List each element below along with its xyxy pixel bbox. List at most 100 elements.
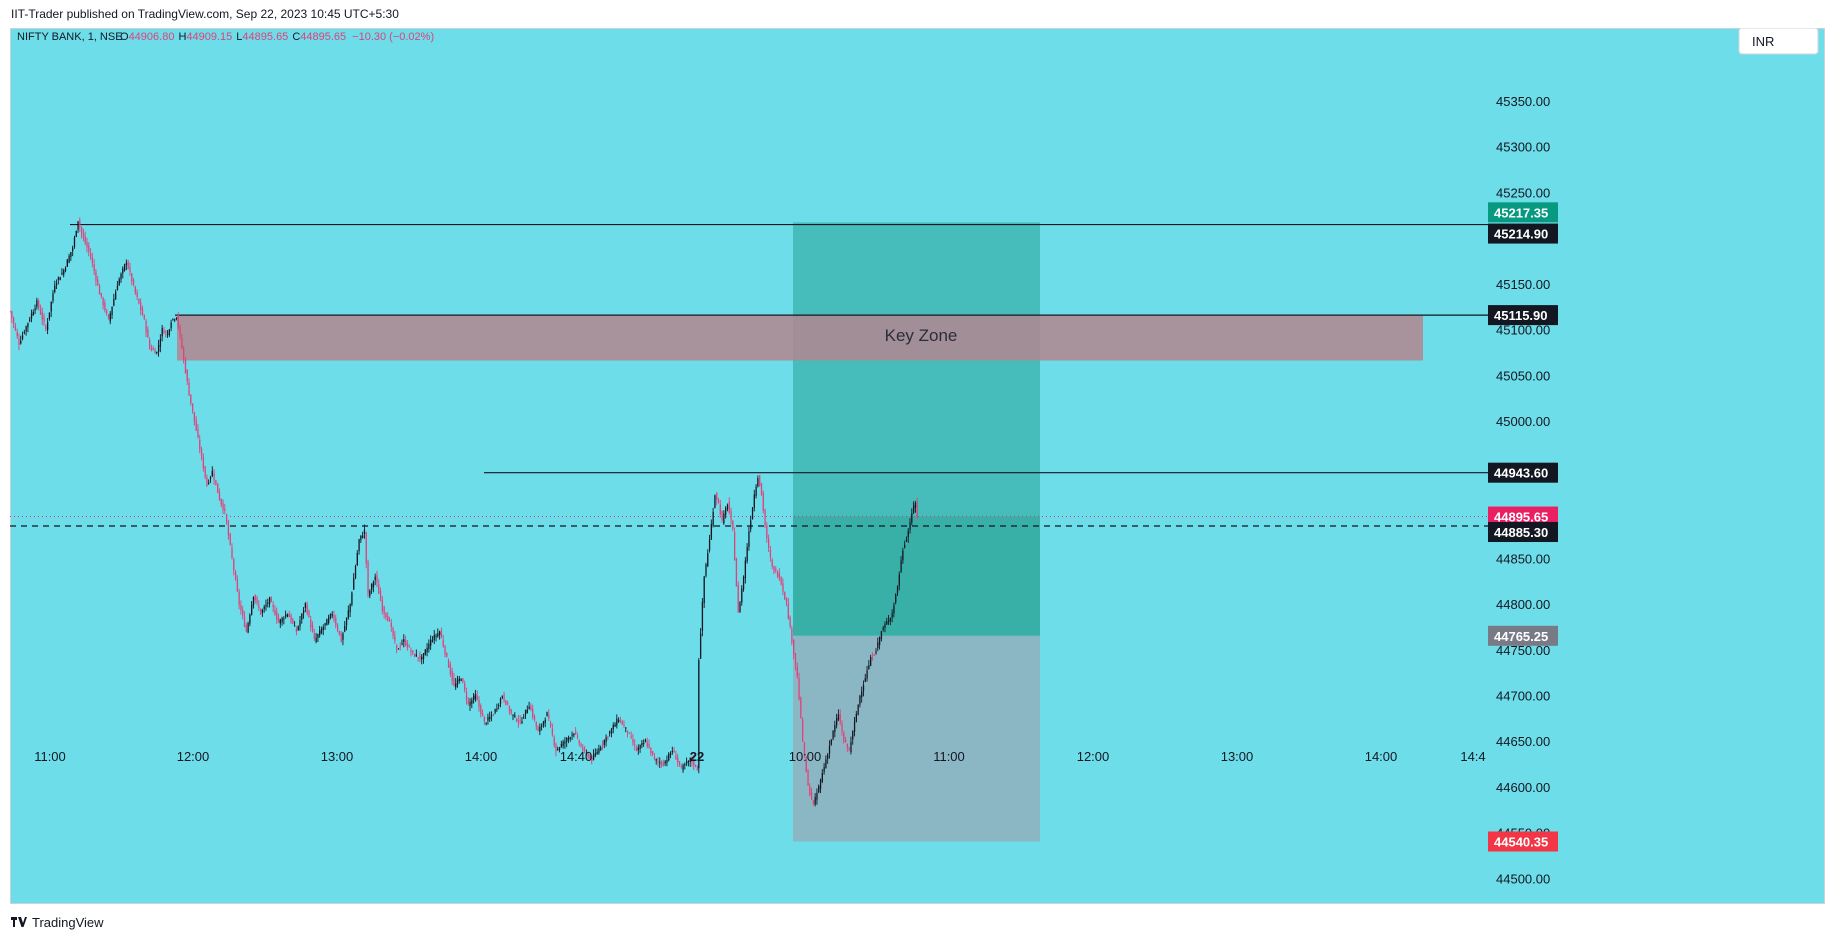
candle — [138, 298, 140, 305]
stop-zone[interactable] — [793, 635, 1040, 842]
candle — [313, 628, 315, 642]
candle — [805, 755, 807, 773]
candle — [517, 714, 520, 728]
candle — [401, 639, 403, 646]
candle-body — [328, 617, 330, 624]
candle-body — [319, 630, 321, 636]
candle — [821, 769, 823, 784]
candle — [634, 739, 636, 751]
candle — [687, 760, 690, 767]
candle — [643, 739, 645, 747]
candle-body — [129, 267, 131, 272]
candle-body — [678, 761, 681, 765]
candle-body — [916, 501, 918, 518]
price-label-box — [1488, 831, 1558, 852]
candle-body — [261, 609, 264, 613]
candle — [884, 621, 886, 633]
candle — [132, 278, 135, 287]
candle — [675, 750, 677, 760]
candle — [191, 403, 194, 414]
candle-body — [564, 741, 566, 744]
candle — [308, 609, 310, 618]
candle-body — [25, 326, 27, 332]
candle-body — [784, 592, 786, 600]
candle — [360, 535, 362, 543]
candle — [896, 585, 899, 597]
candle-body — [528, 706, 530, 710]
target-zone[interactable] — [793, 222, 1040, 517]
candle-body — [812, 799, 815, 805]
candle-body — [156, 351, 158, 353]
candle-body — [877, 642, 879, 649]
tradingview-brand[interactable]: TradingView — [11, 915, 104, 930]
candle-body — [14, 325, 17, 330]
candle-body — [843, 733, 845, 742]
candle — [258, 600, 260, 611]
profit-zone[interactable] — [793, 516, 1040, 636]
candle-body — [657, 761, 659, 763]
candle-body — [716, 493, 718, 501]
candle — [664, 759, 666, 766]
candle-body — [755, 486, 757, 496]
candle — [290, 613, 292, 624]
candle — [302, 607, 305, 619]
candle — [496, 703, 498, 713]
candle-body — [753, 494, 755, 508]
candle — [276, 607, 278, 624]
candle-body — [122, 268, 124, 274]
y-tick-label: 45100.00 — [1496, 323, 1550, 338]
candle-body — [549, 722, 552, 727]
candle — [725, 506, 727, 519]
candle — [397, 648, 400, 650]
candle-body — [699, 633, 702, 659]
candle-body — [311, 625, 314, 633]
candle-body — [159, 338, 162, 347]
candle-body — [816, 792, 818, 800]
candle-body — [422, 653, 425, 660]
candle-body — [444, 645, 446, 655]
candle — [358, 538, 360, 555]
candle-body — [125, 262, 128, 265]
key-zone[interactable] — [177, 315, 1423, 361]
candle-body — [413, 653, 416, 657]
candle — [75, 230, 77, 238]
candle — [154, 347, 156, 354]
x-tick-label: 12:00 — [177, 749, 210, 764]
price-label-loss: 44540.35 — [1488, 831, 1558, 852]
candle — [873, 653, 875, 656]
candle-body — [809, 786, 811, 796]
candle — [136, 289, 138, 300]
candle — [43, 313, 45, 326]
candle — [431, 636, 434, 643]
candle-body — [274, 609, 276, 616]
candle — [374, 573, 376, 586]
currency-button[interactable]: INR — [1738, 28, 1819, 55]
candle-body — [689, 757, 691, 763]
candle-body — [485, 722, 487, 724]
price-chart[interactable]: NIFTY BANK, 1, NSE O44906.80 H44909.15 L44… — [10, 28, 1825, 904]
candle — [609, 730, 611, 737]
candle — [233, 557, 235, 576]
candle — [512, 714, 514, 721]
candle — [34, 304, 36, 315]
candle-body — [367, 561, 369, 594]
candle — [607, 736, 609, 741]
candle — [907, 528, 909, 543]
candle — [460, 678, 462, 682]
candle — [548, 709, 550, 721]
candle — [174, 318, 176, 323]
candle — [437, 628, 439, 638]
candle-body — [610, 728, 613, 734]
candle-body — [832, 730, 834, 739]
candle-body — [766, 525, 768, 539]
ohlc-legend: NIFTY BANK, 1, NSE O44906.80 H44909.15 L44… — [17, 31, 434, 43]
x-tick-label: 14:00 — [465, 749, 498, 764]
candle — [18, 333, 20, 351]
candle-body — [848, 747, 850, 750]
candle-body — [889, 617, 892, 622]
candle-body — [66, 259, 68, 267]
candle-body — [16, 331, 18, 337]
candle — [839, 709, 841, 726]
candle-body — [596, 751, 598, 754]
candle — [721, 510, 723, 523]
